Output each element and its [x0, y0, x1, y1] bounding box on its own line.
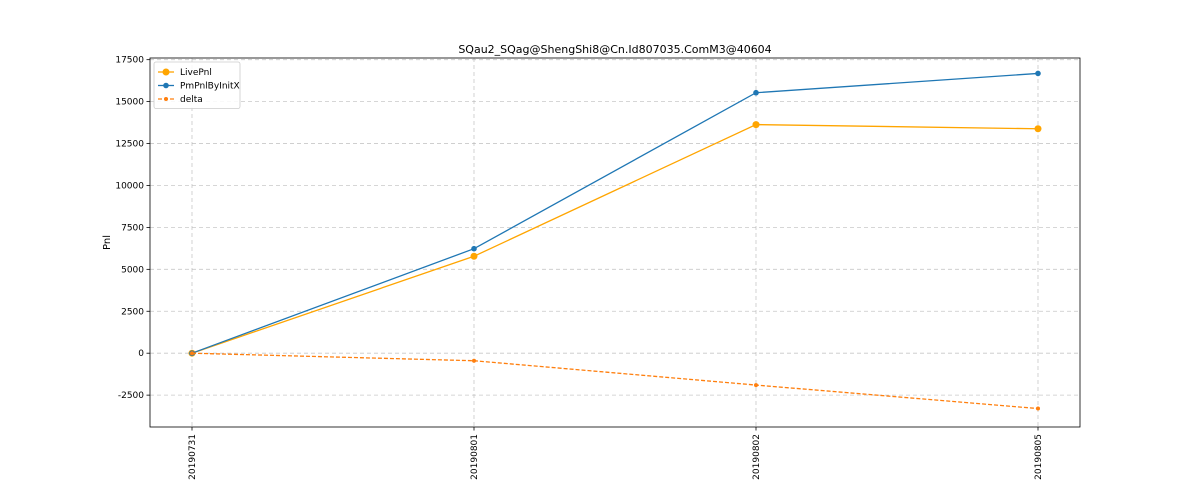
series-line — [191, 123, 1039, 354]
legend-label: PmPnlByInitX — [180, 82, 240, 92]
y-tick-label: 17500 — [115, 56, 144, 66]
data-point — [1036, 406, 1040, 411]
data-point — [752, 121, 760, 129]
legend-label: LivePnl — [180, 68, 212, 78]
series-line — [191, 352, 1039, 410]
legend-swatch-marker — [163, 82, 169, 89]
series-lines — [188, 70, 1042, 411]
y-axis-label: Pnl — [102, 235, 113, 250]
y-tick-label: 10000 — [115, 181, 144, 191]
plot-area-frame — [149, 57, 1081, 428]
data-point — [471, 245, 477, 252]
x-tick-label: 20190731 — [188, 434, 198, 480]
x-tick-label: 20190802 — [752, 434, 762, 480]
data-point — [1034, 125, 1042, 133]
series-PmPnlByInitX — [189, 70, 1041, 357]
y-tick-label: 5000 — [121, 265, 144, 275]
x-tick-label: 20190801 — [470, 434, 480, 480]
y-tick-label: 12500 — [115, 140, 144, 150]
legend-label: delta — [180, 95, 203, 105]
data-point — [470, 252, 478, 260]
legend-swatch-marker — [162, 68, 170, 76]
y-tick-label: 2500 — [121, 307, 144, 317]
legend-box — [153, 61, 241, 109]
series-delta — [190, 351, 1040, 411]
data-point — [472, 358, 476, 363]
y-tick-label: 15000 — [115, 98, 144, 108]
chart-title: SQau2_SQag@ShengShi8@Cn.Id807035.ComM3@4… — [458, 43, 771, 56]
data-point — [754, 383, 758, 388]
y-tick-label: 0 — [138, 349, 144, 359]
y-tick-label: -2500 — [118, 391, 144, 401]
grid — [150, 58, 1080, 427]
legend-swatch-marker — [164, 97, 168, 101]
axis-ticks: -2500 0 2500 5000 7500 10000 12500 15000 17500 20… — [115, 56, 1044, 480]
x-tick-label: 20190805 — [1034, 434, 1044, 480]
data-point — [190, 351, 194, 356]
series-LivePnl — [188, 121, 1042, 357]
data-point — [1035, 70, 1041, 77]
legend: LivePnl PmPnlByInitX delta — [153, 61, 241, 109]
series-line — [191, 72, 1039, 354]
data-point — [753, 89, 759, 96]
y-tick-label: 7500 — [121, 223, 144, 233]
